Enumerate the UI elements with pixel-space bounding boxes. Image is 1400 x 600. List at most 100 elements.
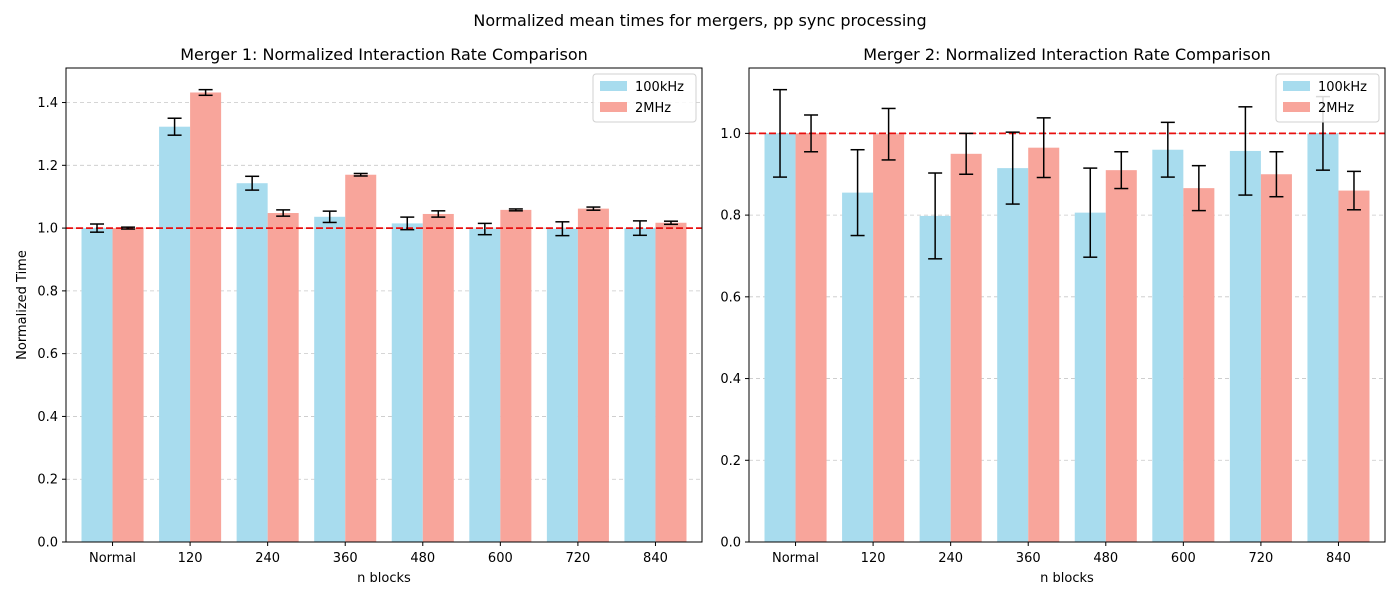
legend: 100kHz 2MHz: [592, 73, 697, 123]
error-bar-2MHz-Normal: [121, 226, 136, 230]
x-tick-label: 480: [1093, 551, 1118, 566]
legend: 100kHz 2MHz: [1275, 73, 1380, 123]
error-bar-100kHz-480: [400, 216, 415, 231]
y-tick-label: 0.2: [720, 454, 741, 469]
bar-2MHz-600: [1183, 188, 1215, 543]
bar-2MHz-360: [1028, 147, 1060, 542]
error-bar-100kHz-360: [1005, 131, 1020, 205]
bar-100kHz-480: [1074, 212, 1106, 542]
error-bar-100kHz-600: [477, 222, 492, 236]
error-bar-2MHz-240: [276, 209, 291, 217]
bar-100kHz-480: [391, 223, 423, 543]
x-tick-label: 120: [861, 551, 886, 566]
legend-label-2MHz: 2MHz: [635, 101, 671, 116]
error-bar-100kHz-600: [1160, 121, 1175, 178]
bar-100kHz-240: [236, 183, 268, 542]
bar-100kHz-840: [1307, 133, 1339, 542]
bar-2MHz-Normal: [795, 133, 827, 542]
x-tick-label: Normal: [89, 551, 136, 566]
error-bar-100kHz-240: [245, 175, 260, 191]
x-tick-label: 840: [1326, 551, 1351, 566]
y-tick-label: 1.4: [37, 96, 58, 111]
bar-2MHz-240: [267, 213, 299, 543]
merger-2-chart: 0.0 0.2 0.4 0.6 0.8 1.0 Normal 120 240 360 480 600 7…: [720, 45, 1386, 586]
figure-suptitle: Normalized mean times for mergers, pp sy…: [473, 11, 926, 30]
legend-label-100kHz: 100kHz: [1318, 80, 1367, 95]
y-tick-label: 0.2: [37, 473, 58, 488]
legend-swatch-100kHz: [600, 81, 627, 91]
legend-swatch-2MHz: [1283, 102, 1310, 112]
bar-100kHz-720: [1229, 150, 1261, 542]
error-bar-2MHz-120: [881, 107, 896, 161]
y-tick-label: 1.2: [37, 159, 58, 174]
error-bar-2MHz-360: [1036, 117, 1051, 179]
x-tick-label: 840: [643, 551, 668, 566]
error-bar-100kHz-Normal: [90, 223, 105, 233]
x-tick-label: 240: [255, 551, 280, 566]
error-bar-100kHz-120: [167, 117, 182, 136]
x-tick-label: Normal: [772, 551, 819, 566]
bar-2MHz-720: [577, 208, 609, 542]
legend-label-100kHz: 100kHz: [635, 80, 684, 95]
bar-2MHz-600: [500, 209, 532, 542]
y-tick-label: 0.8: [720, 209, 741, 224]
bar-100kHz-360: [314, 216, 346, 542]
bar-2MHz-Normal: [112, 228, 144, 542]
error-bar-2MHz-840: [1346, 170, 1361, 211]
error-bar-2MHz-600: [508, 208, 523, 212]
x-tick-label: 600: [1171, 551, 1196, 566]
bar-100kHz-240: [919, 215, 951, 542]
error-bar-2MHz-Normal: [804, 114, 819, 153]
error-bar-2MHz-240: [959, 132, 974, 175]
error-bar-2MHz-840: [663, 220, 678, 226]
bar-2MHz-480: [1105, 170, 1137, 543]
y-tick-label: 1.0: [720, 127, 741, 142]
y-tick-label: 0.6: [37, 347, 58, 362]
y-tick-label: 0.6: [720, 290, 741, 305]
y-tick-label: 0.4: [720, 372, 741, 387]
x-tick-label: 600: [488, 551, 513, 566]
y-axis-label: Normalized Time: [15, 250, 30, 360]
y-tick-label: 0.4: [37, 410, 58, 425]
error-bar-100kHz-480: [1083, 167, 1098, 258]
bar-100kHz-840: [624, 228, 656, 542]
error-bar-100kHz-720: [555, 221, 570, 237]
bar-2MHz-480: [422, 213, 454, 542]
error-bar-100kHz-840: [632, 220, 647, 237]
chart-title: Merger 2: Normalized Interaction Rate Co…: [863, 45, 1271, 64]
x-tick-label: 720: [565, 551, 590, 566]
error-bar-100kHz-Normal: [773, 88, 788, 178]
bar-2MHz-240: [950, 153, 982, 542]
error-bar-2MHz-720: [586, 206, 601, 211]
legend-swatch-2MHz: [600, 102, 627, 112]
bar-100kHz-Normal: [81, 228, 113, 542]
y-tick-label: 0.0: [720, 536, 741, 551]
error-bar-2MHz-120: [198, 88, 213, 97]
x-tick-label: 720: [1248, 551, 1273, 566]
x-tick-label: 360: [1016, 551, 1041, 566]
bar-2MHz-720: [1260, 174, 1292, 542]
bar-100kHz-120: [159, 126, 191, 543]
error-bar-100kHz-120: [850, 148, 865, 237]
y-tick-label: 1.0: [37, 222, 58, 237]
y-tick-label: 0.8: [37, 284, 58, 299]
x-tick-label: 240: [938, 551, 963, 566]
legend-swatch-100kHz: [1283, 81, 1310, 91]
bar-2MHz-120: [190, 92, 222, 542]
error-bar-2MHz-480: [1114, 151, 1129, 190]
bar-100kHz-120: [842, 192, 874, 542]
error-bar-2MHz-480: [431, 210, 446, 218]
bar-2MHz-840: [655, 222, 687, 542]
bar-100kHz-720: [546, 228, 578, 543]
error-bar-100kHz-360: [322, 210, 337, 224]
bar-100kHz-Normal: [764, 133, 796, 542]
error-bar-2MHz-360: [353, 172, 368, 177]
x-axis-label: n blocks: [1040, 571, 1094, 586]
error-bar-100kHz-720: [1238, 106, 1253, 196]
x-tick-label: 360: [333, 551, 358, 566]
chart-title: Merger 1: Normalized Interaction Rate Co…: [180, 45, 588, 64]
legend-label-2MHz: 2MHz: [1318, 101, 1354, 116]
x-tick-label: 120: [178, 551, 203, 566]
bar-100kHz-360: [997, 168, 1029, 543]
